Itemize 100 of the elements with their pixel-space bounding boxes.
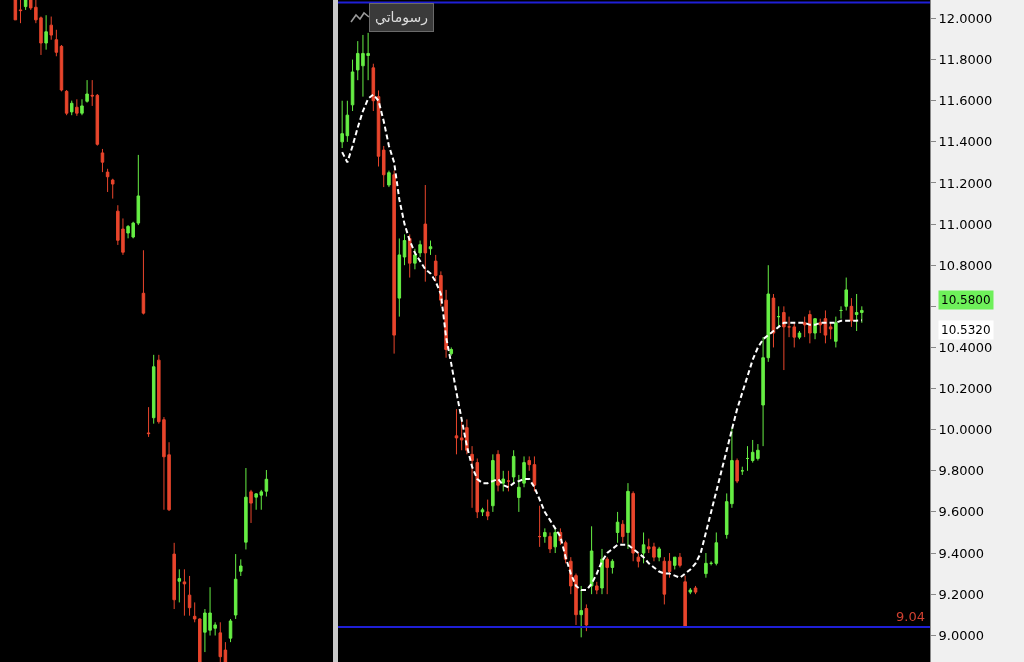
candlestick [511, 449, 516, 484]
candlestick [792, 322, 797, 348]
candlestick [100, 148, 105, 173]
candlestick [543, 527, 547, 544]
candlestick [657, 546, 661, 562]
candlestick [402, 233, 407, 266]
candlestick [636, 552, 641, 568]
candlestick [828, 322, 833, 340]
candlestick [704, 552, 708, 579]
candlestick [407, 233, 412, 279]
candlestick [413, 248, 417, 270]
candlestick [797, 330, 802, 340]
candlestick [146, 406, 151, 438]
ref-line-label: 9.04 [896, 609, 925, 624]
candlestick [693, 585, 698, 595]
candlestick [177, 568, 182, 603]
candlestick [787, 316, 791, 338]
candlestick [105, 168, 110, 193]
candlestick [233, 553, 238, 620]
candlestick [735, 457, 739, 484]
candlestick [584, 603, 589, 632]
y-tick-label: 11.8000 [938, 52, 993, 68]
line-series [341, 93, 863, 592]
candlestick [595, 581, 599, 595]
candlestick [454, 408, 459, 455]
candlestick [228, 618, 233, 643]
candlestick [223, 641, 228, 662]
candlestick [600, 548, 604, 595]
candlestick [244, 467, 248, 550]
candlestick [678, 552, 682, 568]
candlestick [579, 585, 583, 638]
candlestick [667, 552, 672, 579]
candlestick [641, 531, 646, 564]
candlestick [141, 249, 146, 315]
candlestick [80, 98, 84, 116]
candlestick [249, 489, 253, 524]
candlestick [218, 621, 223, 662]
y-tick-label: 12.0000 [938, 11, 993, 27]
candlestick [423, 184, 428, 283]
candlestick [13, 0, 18, 21]
y-tick-label: 10.2000 [938, 381, 993, 397]
candlestick [605, 556, 609, 595]
candlestick [85, 79, 89, 104]
candlestick [548, 531, 552, 554]
candlestick [537, 505, 542, 548]
candlestick [844, 277, 848, 311]
candlestick [64, 89, 69, 116]
candlestick [527, 455, 532, 472]
candlestick [688, 587, 693, 595]
candlestick [501, 470, 506, 492]
text: 10.5800 [941, 293, 991, 307]
candlestick [491, 453, 495, 513]
candlestick [621, 519, 625, 544]
candlestick [23, 0, 28, 11]
annotation: رسوماتي [375, 9, 429, 26]
y-tick-label: 11.2000 [938, 175, 993, 191]
candlestick [49, 16, 53, 41]
y-tick-label: 9.2000 [938, 586, 985, 602]
candlestick [522, 455, 526, 488]
candlestick [75, 98, 79, 117]
text: 10.5320 [941, 323, 991, 337]
y-tick-label: 10.4000 [938, 340, 993, 355]
candlestick [532, 455, 537, 492]
candlestick [589, 525, 594, 595]
candlestick [506, 470, 511, 492]
candlestick [428, 240, 433, 256]
candlestick [381, 145, 386, 188]
candlestick [485, 499, 490, 521]
y-tick-label: 10.8000 [938, 257, 993, 273]
candlestick [672, 556, 677, 570]
candlestick [834, 316, 838, 348]
candlestick [782, 305, 786, 371]
candlestick [683, 575, 687, 628]
candlestick [470, 445, 474, 509]
candlestick [172, 542, 176, 610]
candlestick [496, 449, 500, 492]
candlestick [182, 568, 187, 617]
candlestick [110, 178, 115, 200]
candlestick [69, 100, 74, 116]
candlestick [449, 346, 454, 357]
y-tick-label: 9.4000 [938, 545, 985, 561]
candlestick [517, 474, 521, 513]
candlestick [818, 318, 823, 334]
candlestick [849, 297, 854, 328]
candlestick [239, 558, 243, 577]
candlestick [480, 507, 485, 517]
y-tick-label: 9.6000 [938, 504, 985, 520]
candlestick [350, 59, 355, 112]
candlestick [151, 354, 156, 425]
y-tick-label: 11.6000 [938, 93, 993, 109]
candlestick [745, 445, 750, 472]
candlestick [54, 29, 59, 57]
candlestick [475, 457, 480, 519]
y-tick-label: 9.0000 [938, 627, 985, 643]
candlestick [418, 240, 422, 258]
candlestick [631, 490, 635, 562]
y-tick-label: 11.4000 [938, 134, 993, 150]
candlestick [776, 305, 781, 328]
candlestick [615, 511, 620, 544]
candlestick [387, 170, 391, 188]
